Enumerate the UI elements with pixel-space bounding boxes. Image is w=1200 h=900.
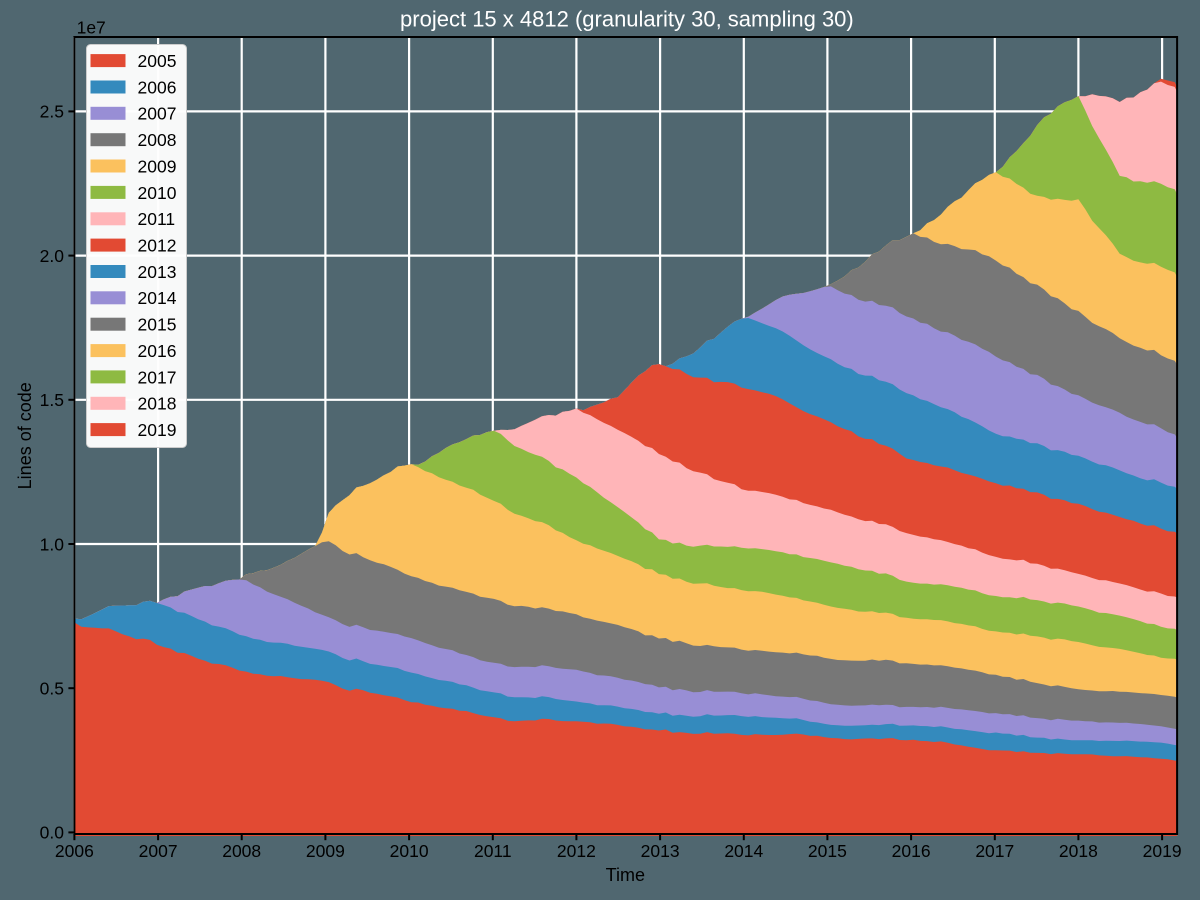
svg-text:2005: 2005 (138, 51, 177, 71)
svg-text:2008: 2008 (138, 130, 177, 150)
svg-text:2009: 2009 (138, 156, 177, 176)
svg-text:0.5: 0.5 (40, 679, 64, 699)
svg-text:2013: 2013 (641, 841, 680, 861)
svg-text:2016: 2016 (138, 341, 177, 361)
svg-text:2012: 2012 (138, 236, 177, 256)
svg-text:2017: 2017 (138, 367, 177, 387)
svg-text:2010: 2010 (138, 183, 177, 203)
svg-text:2.5: 2.5 (40, 102, 64, 122)
svg-text:2006: 2006 (138, 77, 177, 97)
svg-text:2016: 2016 (892, 841, 931, 861)
svg-text:2014: 2014 (724, 841, 763, 861)
svg-text:2009: 2009 (306, 841, 345, 861)
svg-text:1e7: 1e7 (77, 18, 106, 38)
svg-text:2014: 2014 (138, 288, 177, 308)
svg-text:2018: 2018 (1059, 841, 1098, 861)
svg-text:2006: 2006 (55, 841, 94, 861)
svg-text:2007: 2007 (138, 104, 177, 124)
svg-text:2008: 2008 (222, 841, 261, 861)
svg-text:1.0: 1.0 (40, 534, 65, 554)
svg-text:0.0: 0.0 (40, 823, 65, 843)
svg-text:2015: 2015 (808, 841, 847, 861)
svg-text:2010: 2010 (390, 841, 429, 861)
svg-text:2017: 2017 (975, 841, 1014, 861)
svg-text:Time: Time (606, 865, 645, 885)
svg-text:2019: 2019 (1143, 841, 1182, 861)
svg-text:2018: 2018 (138, 394, 177, 414)
svg-text:2019: 2019 (138, 420, 177, 440)
svg-text:Lines of code: Lines of code (15, 382, 35, 489)
svg-text:2011: 2011 (474, 841, 512, 861)
svg-text:2013: 2013 (138, 262, 177, 282)
svg-text:2007: 2007 (139, 841, 178, 861)
svg-text:project 15 x 4812 (granularity: project 15 x 4812 (granularity 30, sampl… (400, 7, 854, 32)
svg-text:2.0: 2.0 (40, 246, 65, 266)
svg-text:2012: 2012 (557, 841, 596, 861)
svg-text:1.5: 1.5 (40, 390, 64, 410)
svg-text:2011: 2011 (138, 209, 176, 229)
svg-text:2015: 2015 (138, 315, 177, 335)
